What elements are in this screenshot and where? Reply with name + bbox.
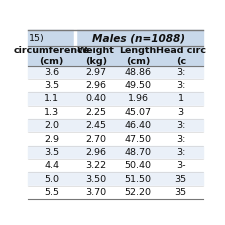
Text: 50.40: 50.40 [124, 161, 151, 170]
Text: 48.86: 48.86 [124, 68, 151, 77]
Text: 2.25: 2.25 [86, 108, 107, 117]
Text: 2.96: 2.96 [86, 148, 107, 157]
Text: 0.40: 0.40 [86, 94, 107, 104]
Text: 3.5: 3.5 [44, 148, 59, 157]
Bar [117, 46, 159, 66]
Text: 2.45: 2.45 [86, 121, 107, 130]
Text: 3:: 3: [176, 135, 185, 144]
Text: 2.70: 2.70 [86, 135, 107, 144]
Text: 3.50: 3.50 [86, 175, 107, 184]
Text: Weight
(kg): Weight (kg) [77, 46, 115, 66]
Text: 47.50: 47.50 [124, 135, 151, 144]
Bar [75, 30, 202, 46]
Bar [28, 79, 202, 92]
Text: 3:: 3: [176, 121, 185, 130]
Bar [28, 159, 202, 172]
Text: 52.20: 52.20 [124, 188, 151, 197]
Bar [159, 46, 202, 66]
Bar [28, 132, 202, 146]
Text: 4.4: 4.4 [44, 161, 59, 170]
Bar [28, 106, 202, 119]
Text: 49.50: 49.50 [124, 81, 151, 90]
Text: 51.50: 51.50 [124, 175, 151, 184]
Bar [28, 30, 75, 46]
Text: 1: 1 [178, 94, 184, 104]
Bar [28, 119, 202, 132]
Bar [28, 66, 202, 79]
Text: 1.3: 1.3 [44, 108, 59, 117]
Text: 5.5: 5.5 [44, 188, 59, 197]
Text: 48.70: 48.70 [124, 148, 151, 157]
Text: 1.96: 1.96 [128, 94, 148, 104]
Text: 3:: 3: [176, 148, 185, 157]
Text: 3.6: 3.6 [44, 68, 59, 77]
Bar [28, 146, 202, 159]
Text: Head circ
(c: Head circ (c [156, 46, 206, 66]
Bar [75, 46, 117, 66]
Text: Length
(cm): Length (cm) [119, 46, 157, 66]
Text: 2.97: 2.97 [86, 68, 107, 77]
Text: 35: 35 [175, 175, 187, 184]
Bar [28, 172, 202, 186]
Text: 3.22: 3.22 [86, 161, 107, 170]
Bar [28, 186, 202, 199]
Text: 35: 35 [175, 188, 187, 197]
Text: 2.9: 2.9 [44, 135, 59, 144]
Text: Males (n=1088): Males (n=1088) [92, 33, 185, 43]
Text: 15): 15) [29, 34, 45, 43]
Bar [28, 46, 75, 66]
Text: 46.40: 46.40 [124, 121, 151, 130]
Text: 1.1: 1.1 [44, 94, 59, 104]
Text: 45.07: 45.07 [124, 108, 151, 117]
Text: 3:: 3: [176, 68, 185, 77]
Text: 3.70: 3.70 [86, 188, 107, 197]
Text: 3: 3 [178, 108, 184, 117]
Text: 5.0: 5.0 [44, 175, 59, 184]
Text: circumference
(cm): circumference (cm) [14, 46, 90, 66]
Text: 3-: 3- [176, 161, 185, 170]
Bar [28, 92, 202, 106]
Text: 3.5: 3.5 [44, 81, 59, 90]
Text: 2.0: 2.0 [44, 121, 59, 130]
Text: 3:: 3: [176, 81, 185, 90]
Text: 2.96: 2.96 [86, 81, 107, 90]
